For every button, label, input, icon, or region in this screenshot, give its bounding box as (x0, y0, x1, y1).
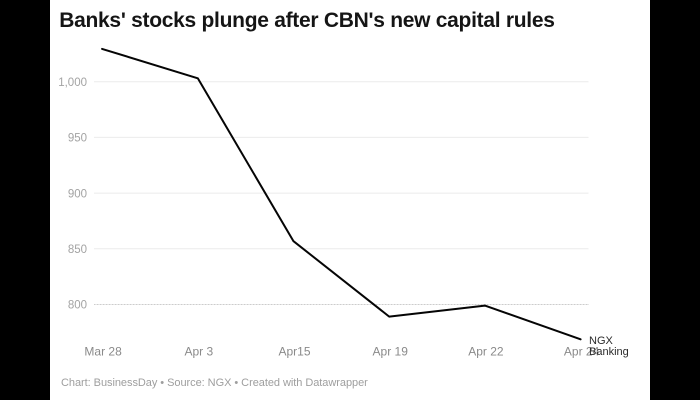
svg-text:Mar 28: Mar 28 (84, 345, 122, 359)
svg-text:Apr 19: Apr 19 (373, 345, 409, 359)
svg-text:900: 900 (68, 188, 87, 200)
svg-text:950: 950 (68, 133, 87, 145)
svg-text:800: 800 (68, 300, 87, 312)
svg-text:Apr 24: Apr 24 (564, 345, 600, 359)
svg-text:Apr 3: Apr 3 (184, 345, 213, 359)
svg-text:Apr15: Apr15 (278, 345, 310, 359)
svg-text:Apr 22: Apr 22 (468, 345, 504, 359)
svg-text:1,000: 1,000 (58, 77, 87, 89)
svg-text:850: 850 (68, 244, 87, 256)
